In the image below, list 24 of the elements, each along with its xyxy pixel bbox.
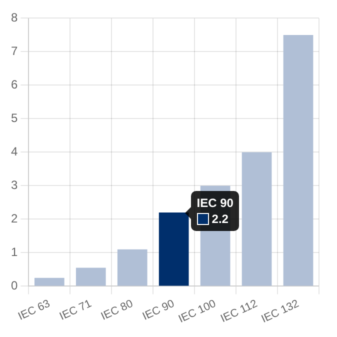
- y-tick-label: 1: [10, 245, 18, 260]
- annotation: IEC 90: [196, 194, 234, 211]
- bar: [158, 212, 189, 286]
- y-tick-label: 5: [10, 111, 18, 126]
- bar: [117, 249, 148, 286]
- annotation: 2.2: [212, 210, 228, 227]
- x-tick-label: IEC 63: [16, 298, 52, 323]
- bar: [242, 152, 272, 286]
- x-tick-label: IEC 71: [58, 298, 94, 323]
- x-tick-label: IEC 90: [140, 298, 176, 323]
- y-tick-label: 2: [10, 212, 18, 226]
- x-tick-label: IEC 100: [176, 298, 218, 326]
- y-tick-label: 0: [10, 278, 18, 293]
- x-tick-label: IEC 80: [99, 298, 135, 323]
- y-tick-label: 7: [10, 44, 18, 58]
- y-tick-label: 6: [10, 78, 18, 92]
- y-tick-label: 3: [10, 178, 18, 192]
- x-tick-label: IEC 132: [260, 298, 301, 326]
- bar: [283, 34, 314, 286]
- bar: [76, 268, 106, 286]
- bar: [34, 278, 64, 286]
- y-tick-label: 4: [10, 144, 18, 159]
- x-tick-label: IEC 112: [218, 298, 260, 326]
- y-tick-label: 8: [10, 10, 18, 25]
